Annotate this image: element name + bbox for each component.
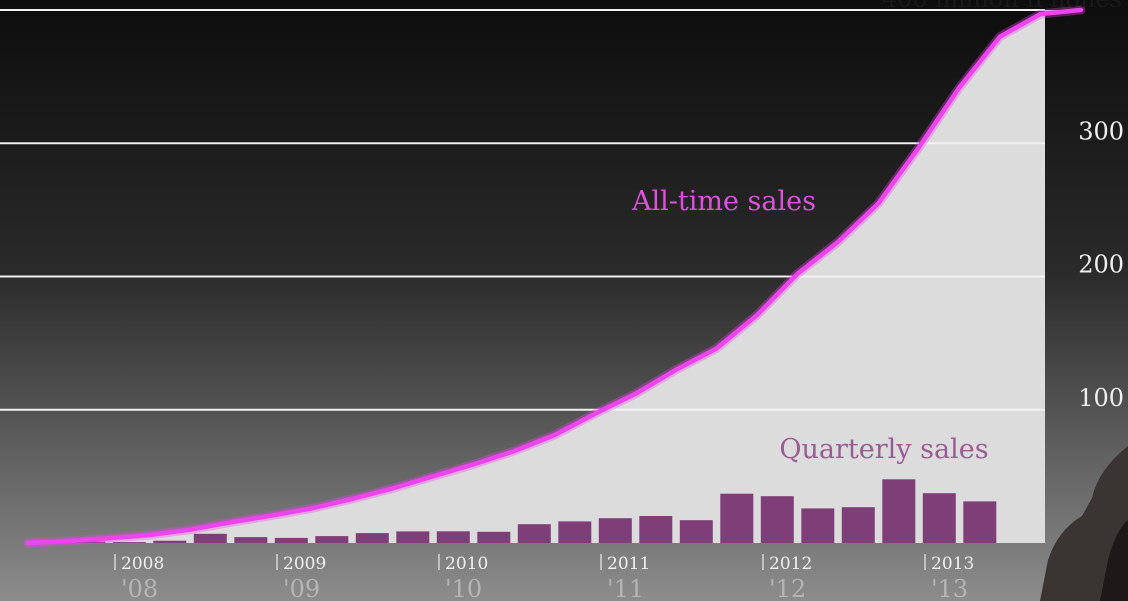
- annotation-quarterly-sales: Quarterly sales: [779, 434, 988, 465]
- quarterly-bar: [841, 507, 875, 543]
- alltime-line: [25, 7, 1084, 546]
- quarterly-bar: [234, 537, 268, 543]
- quarterly-bar: [315, 536, 349, 543]
- year-label: 2009: [283, 554, 326, 574]
- quarterly-bar: [396, 531, 430, 543]
- quarterly-bar: [679, 520, 713, 543]
- quarterly-bar: [882, 479, 916, 543]
- presenter-silhouette: [1040, 446, 1128, 601]
- year-short-label: '09: [283, 575, 320, 601]
- y-tick-label: 200: [1078, 251, 1124, 279]
- quarterly-bar: [963, 501, 997, 543]
- quarterly-bar: [274, 537, 308, 543]
- y-tick-label: 300: [1078, 117, 1124, 145]
- quarterly-bars: [31, 479, 997, 543]
- quarterly-bar: [922, 493, 956, 543]
- quarterly-bar: [720, 493, 754, 543]
- year-short-label: '10: [445, 575, 482, 601]
- labels: 400 million iPhones0100200300All-time sa…: [114, 0, 1124, 601]
- year-label: 2010: [445, 554, 488, 574]
- quarterly-bar: [153, 540, 187, 543]
- quarterly-bar: [193, 533, 227, 543]
- quarterly-bar: [639, 516, 673, 543]
- quarterly-bar: [558, 521, 592, 543]
- quarterly-bar: [598, 518, 632, 543]
- quarterly-bar: [72, 541, 106, 543]
- year-short-label: '12: [769, 575, 806, 601]
- quarterly-bar: [436, 531, 470, 543]
- quarterly-bar: [112, 542, 146, 543]
- quarterly-bar: [477, 531, 511, 543]
- gridlines: [0, 9, 1045, 411]
- quarterly-bar: [355, 533, 389, 543]
- year-label: 2012: [769, 554, 812, 574]
- year-short-label: '11: [607, 575, 644, 601]
- quarterly-bar: [760, 496, 794, 543]
- annotation-alltime-sales: All-time sales: [631, 186, 816, 217]
- year-short-label: '13: [931, 575, 968, 601]
- year-short-label: '08: [121, 575, 158, 601]
- year-label: 2008: [121, 554, 164, 574]
- year-label: 2011: [607, 554, 650, 574]
- year-label: 2013: [931, 554, 974, 574]
- y-tick-label: 100: [1078, 384, 1124, 412]
- quarterly-bar: [801, 508, 835, 543]
- y-axis-title: 400 million iPhones: [882, 0, 1122, 13]
- quarterly-bar: [517, 524, 551, 543]
- alltime-line-layer: [23, 5, 1086, 548]
